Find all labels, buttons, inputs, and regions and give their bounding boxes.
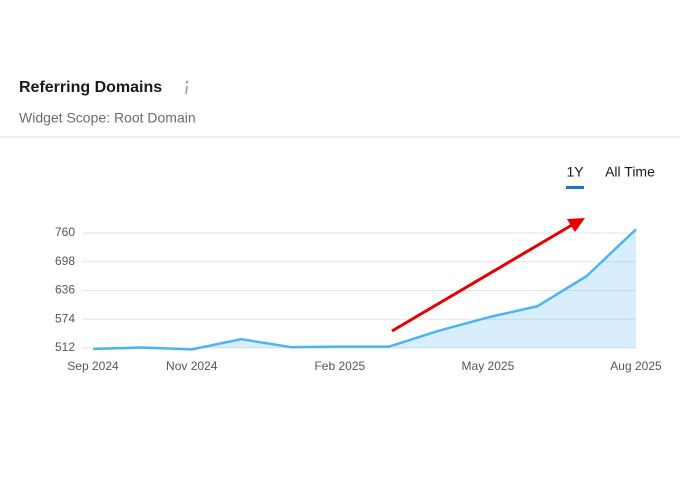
line (92, 228, 637, 351)
annotation-arrow (391, 218, 585, 333)
tab[interactable]: 1Y (566, 164, 584, 180)
tab[interactable]: All Time (605, 164, 655, 180)
x-tick-label: Sep 2024 (67, 359, 119, 373)
info-stem (185, 85, 188, 95)
y-tick-label: 512 (55, 340, 75, 354)
widget-subtitle: Widget Scope: Root Domain (19, 110, 196, 126)
x-tick-label: Nov 2024 (166, 359, 218, 373)
y-tick-label: 574 (55, 311, 75, 325)
info-icon[interactable] (185, 80, 189, 95)
arrow-shaft (391, 223, 573, 333)
y-tick-label: 760 (55, 225, 75, 239)
y-tick-label: 636 (55, 283, 75, 297)
tab-underline (566, 186, 584, 189)
x-tick-label: Aug 2025 (610, 359, 662, 373)
info-dot (185, 80, 189, 84)
y-tick-label: 698 (55, 254, 75, 268)
widget-title: Referring Domains (19, 79, 162, 96)
plot: 512 574 636 698 760 Sep 2024 Nov 2024 Feb 2025 M… (55, 225, 662, 373)
x-tick-label: Feb 2025 (314, 359, 365, 373)
x-tick-label: May 2025 (462, 359, 515, 373)
area (93, 229, 636, 350)
arrow-head (567, 218, 585, 232)
